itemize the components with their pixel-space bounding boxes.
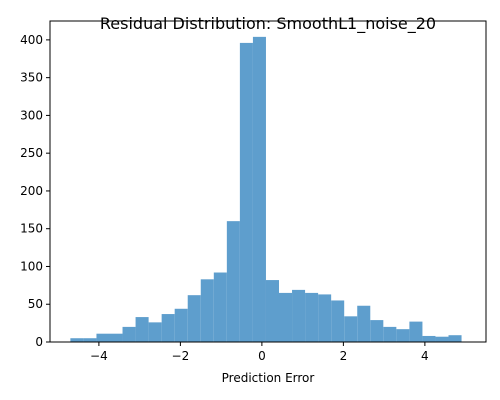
histogram-bar <box>344 316 358 342</box>
histogram-bar <box>331 300 345 342</box>
x-axis-label: Prediction Error <box>222 371 315 385</box>
histogram-bar <box>161 314 175 342</box>
histogram-bar <box>265 280 280 342</box>
x-tick-label: 0 <box>258 349 266 363</box>
histogram-bar <box>318 294 332 342</box>
y-tick-label: 50 <box>28 297 43 311</box>
x-tick-label: 4 <box>421 349 429 363</box>
y-tick-label: 300 <box>20 108 43 122</box>
y-tick-label: 250 <box>20 146 43 160</box>
plot-frame <box>49 20 487 343</box>
histogram-bar <box>135 317 149 342</box>
histogram-bar <box>200 279 214 342</box>
histogram-bar <box>383 326 397 342</box>
y-tick-label: 200 <box>20 184 43 198</box>
x-tick-label: 2 <box>340 349 348 363</box>
histogram-bar <box>83 338 97 342</box>
y-tick-label: 350 <box>20 71 43 85</box>
bars-group <box>70 36 462 342</box>
histogram-bar <box>396 329 410 342</box>
x-axis-ticks: −4 −2 0 2 4 <box>90 342 429 363</box>
y-tick-label: 150 <box>20 222 43 236</box>
x-tick-label: −4 <box>90 349 108 363</box>
histogram-bar <box>226 221 240 342</box>
histogram-bar <box>422 335 436 342</box>
y-tick-label: 0 <box>35 335 43 349</box>
histogram-bar <box>70 338 84 342</box>
histogram-bar <box>370 320 384 342</box>
histogram-bar <box>239 42 253 342</box>
histogram-bar <box>122 326 136 342</box>
histogram-bar <box>357 305 371 342</box>
histogram-bar <box>409 321 423 342</box>
histogram-bar <box>305 292 319 342</box>
y-tick-label: 400 <box>20 33 43 47</box>
histogram-bar <box>448 335 462 342</box>
histogram-bar <box>213 272 227 342</box>
chart-title: Residual Distribution: SmoothL1_noise_20 <box>100 14 436 34</box>
histogram-bar <box>292 289 306 342</box>
histogram-bar <box>174 308 188 342</box>
histogram-bar <box>435 336 449 342</box>
x-tick-label: −2 <box>172 349 190 363</box>
histogram-bar <box>187 295 201 342</box>
y-axis-ticks: 0 50 100 150 200 250 300 350 400 <box>20 33 50 349</box>
histogram-bar <box>109 333 123 342</box>
histogram-bar <box>96 333 110 342</box>
histogram-bar <box>279 292 293 342</box>
histogram-bar <box>148 322 162 342</box>
histogram-bar <box>252 36 266 342</box>
y-tick-label: 100 <box>20 259 43 273</box>
